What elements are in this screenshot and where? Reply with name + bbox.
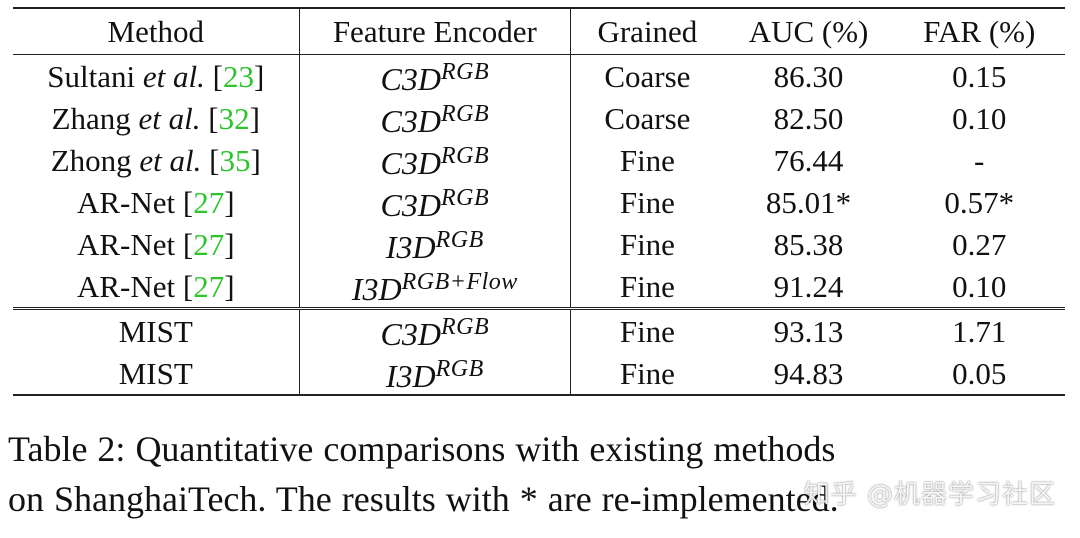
encoder-base: C3D (380, 145, 441, 181)
encoder-superscript: RGB (440, 143, 490, 169)
encoder-superscript: RGB (440, 59, 490, 85)
encoder-cell: I3DRGB+Flow (299, 265, 572, 309)
encoder-base: C3D (380, 103, 441, 139)
table-row: Zhong et al. [35] C3DRGB Fine 76.44 - (13, 139, 1065, 181)
watermark: 知乎 @机器学习社区 (803, 480, 1056, 510)
encoder-cell: I3DRGB (299, 223, 572, 265)
encoder-base: C3D (380, 187, 441, 223)
grained-cell: Fine (619, 226, 675, 262)
method-name: Sultani (47, 58, 136, 94)
encoder-formula: C3DRGB (380, 314, 490, 352)
encoder-formula: C3DRGB (380, 59, 490, 97)
table-row: AR-Net [27] C3DRGB Fine 85.01* 0.57* (13, 181, 1065, 223)
citation-link[interactable]: 32 (218, 100, 250, 136)
encoder-formula: C3DRGB (380, 143, 490, 181)
caption-line-2: on ShanghaiTech. The results with * are … (8, 479, 839, 519)
method-cell: MIST (13, 352, 300, 396)
table-row: AR-Net [27] I3DRGB+Flow Fine 91.24 0.10 (13, 265, 1065, 309)
header-grained: Grained (570, 8, 724, 55)
table-row: Zhang et al. [32] C3DRGB Coarse 82.50 0.… (13, 97, 1065, 139)
encoder-formula: I3DRGB (385, 227, 484, 265)
table-row: Sultani et al. [23] C3DRGB Coarse 86.30 … (13, 54, 1065, 97)
citation-link[interactable]: 27 (193, 184, 225, 220)
encoder-cell: C3DRGB (299, 97, 572, 139)
encoder-cell: C3DRGB (299, 54, 572, 97)
method-name: AR-Net (76, 226, 176, 262)
far-cell: 0.10 (952, 100, 1007, 136)
far-cell: 0.57* (944, 184, 1015, 220)
table-header-row: Method Feature Encoder Grained AUC (%) F… (13, 8, 1065, 55)
encoder-cell: I3DRGB (299, 352, 572, 396)
method-name: Zhong (50, 142, 132, 178)
method-name: Zhang (51, 100, 131, 136)
header-method: Method (13, 8, 300, 55)
grained-cell: Fine (619, 142, 675, 178)
auc-cell: 82.50 (773, 100, 844, 136)
encoder-base: C3D (380, 316, 441, 352)
grained-cell: Fine (570, 352, 724, 396)
far-cell: 0.15 (952, 58, 1007, 94)
auc-cell: 91.24 (773, 268, 844, 304)
far-cell: 0.05 (893, 352, 1065, 396)
auc-cell: 85.38 (773, 226, 844, 262)
encoder-base: C3D (380, 61, 441, 97)
encoder-superscript: RGB (435, 227, 484, 253)
auc-cell: 76.44 (773, 142, 844, 178)
encoder-base: I3D (385, 358, 436, 394)
et-al: et al. (142, 58, 205, 94)
encoder-superscript: RGB (440, 185, 490, 211)
encoder-formula: C3DRGB (380, 101, 490, 139)
method-name: AR-Net (76, 184, 176, 220)
far-cell: 0.27 (952, 226, 1007, 262)
et-al: et al. (139, 142, 202, 178)
method-cell: Zhang et al. [32] (13, 97, 300, 139)
auc-cell: 93.13 (723, 307, 894, 352)
encoder-cell: C3DRGB (299, 181, 572, 223)
table-row: AR-Net [27] I3DRGB Fine 85.38 0.27 (13, 223, 1065, 265)
citation-link[interactable]: 35 (219, 142, 251, 178)
et-al: et al. (138, 100, 201, 136)
header-auc: AUC (%) (723, 8, 894, 55)
results-table: Method Feature Encoder Grained AUC (%) F… (13, 7, 1065, 396)
far-cell: - (974, 142, 985, 178)
table-row: MIST I3DRGB Fine 94.83 0.05 (13, 352, 1065, 396)
citation-link[interactable]: 23 (222, 58, 254, 94)
far-cell: 0.10 (952, 268, 1007, 304)
encoder-superscript: RGB (440, 101, 490, 127)
encoder-formula: C3DRGB (380, 185, 490, 223)
citation-link[interactable]: 27 (193, 268, 225, 304)
method-cell: MIST (13, 307, 300, 352)
method-cell: AR-Net [27] (13, 181, 300, 223)
encoder-superscript: RGB+Flow (401, 269, 518, 295)
table-row: MIST C3DRGB Fine 93.13 1.71 (13, 307, 1065, 352)
header-feature-encoder: Feature Encoder (299, 8, 572, 55)
encoder-superscript: RGB (435, 356, 484, 382)
method-cell: AR-Net [27] (13, 265, 300, 309)
encoder-superscript: RGB (440, 314, 490, 340)
encoder-formula: I3DRGB (385, 356, 484, 394)
far-cell: 1.71 (893, 307, 1065, 352)
encoder-formula: I3DRGB+Flow (351, 269, 518, 307)
method-cell: Zhong et al. [35] (13, 139, 300, 181)
table-caption: Table 2: Quantitative comparisons with e… (8, 424, 1068, 524)
grained-cell: Fine (570, 307, 724, 352)
method-cell: Sultani et al. [23] (13, 54, 300, 97)
caption-line-1: Table 2: Quantitative comparisons with e… (8, 429, 836, 469)
grained-cell: Fine (619, 268, 675, 304)
method-name: AR-Net (76, 268, 176, 304)
encoder-cell: C3DRGB (299, 307, 572, 352)
auc-cell: 85.01* (765, 184, 852, 220)
citation-link[interactable]: 27 (193, 226, 225, 262)
grained-cell: Coarse (604, 100, 691, 136)
method-cell: AR-Net [27] (13, 223, 300, 265)
encoder-cell: C3DRGB (299, 139, 572, 181)
encoder-base: I3D (351, 271, 402, 307)
auc-cell: 94.83 (723, 352, 894, 396)
grained-cell: Fine (619, 184, 675, 220)
auc-cell: 86.30 (773, 58, 844, 94)
encoder-base: I3D (385, 229, 436, 265)
grained-cell: Coarse (604, 58, 691, 94)
header-far: FAR (%) (893, 8, 1065, 55)
